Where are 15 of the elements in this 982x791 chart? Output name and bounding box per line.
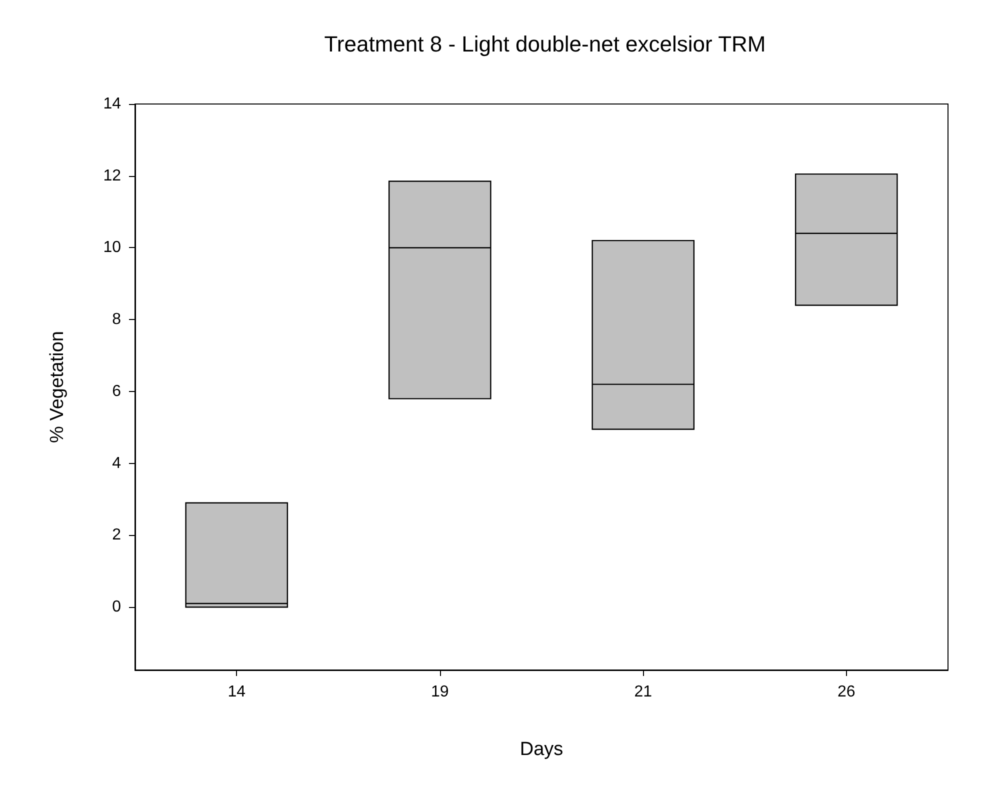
x-tick-label: 19 [430, 684, 449, 700]
y-tick-label: 6 [112, 382, 122, 400]
y-tick-label: 0 [112, 598, 122, 616]
x-tick-label: 21 [634, 684, 652, 700]
y-tick-label: 14 [103, 96, 122, 112]
y-tick-label: 8 [112, 311, 122, 328]
chart-title: Treatment 8 - Light double-net excelsior TRM [324, 32, 766, 56]
y-tick-label: 4 [112, 454, 122, 472]
x-tick-label: 26 [837, 684, 856, 700]
y-tick-label: 12 [103, 167, 122, 184]
x-tick-label: 14 [228, 684, 246, 700]
x-axis-title: Days [520, 739, 564, 760]
y-axis-title: % Vegetation [47, 331, 68, 443]
y-tick-label: 10 [103, 239, 122, 256]
y-tick-label: 2 [112, 526, 122, 544]
